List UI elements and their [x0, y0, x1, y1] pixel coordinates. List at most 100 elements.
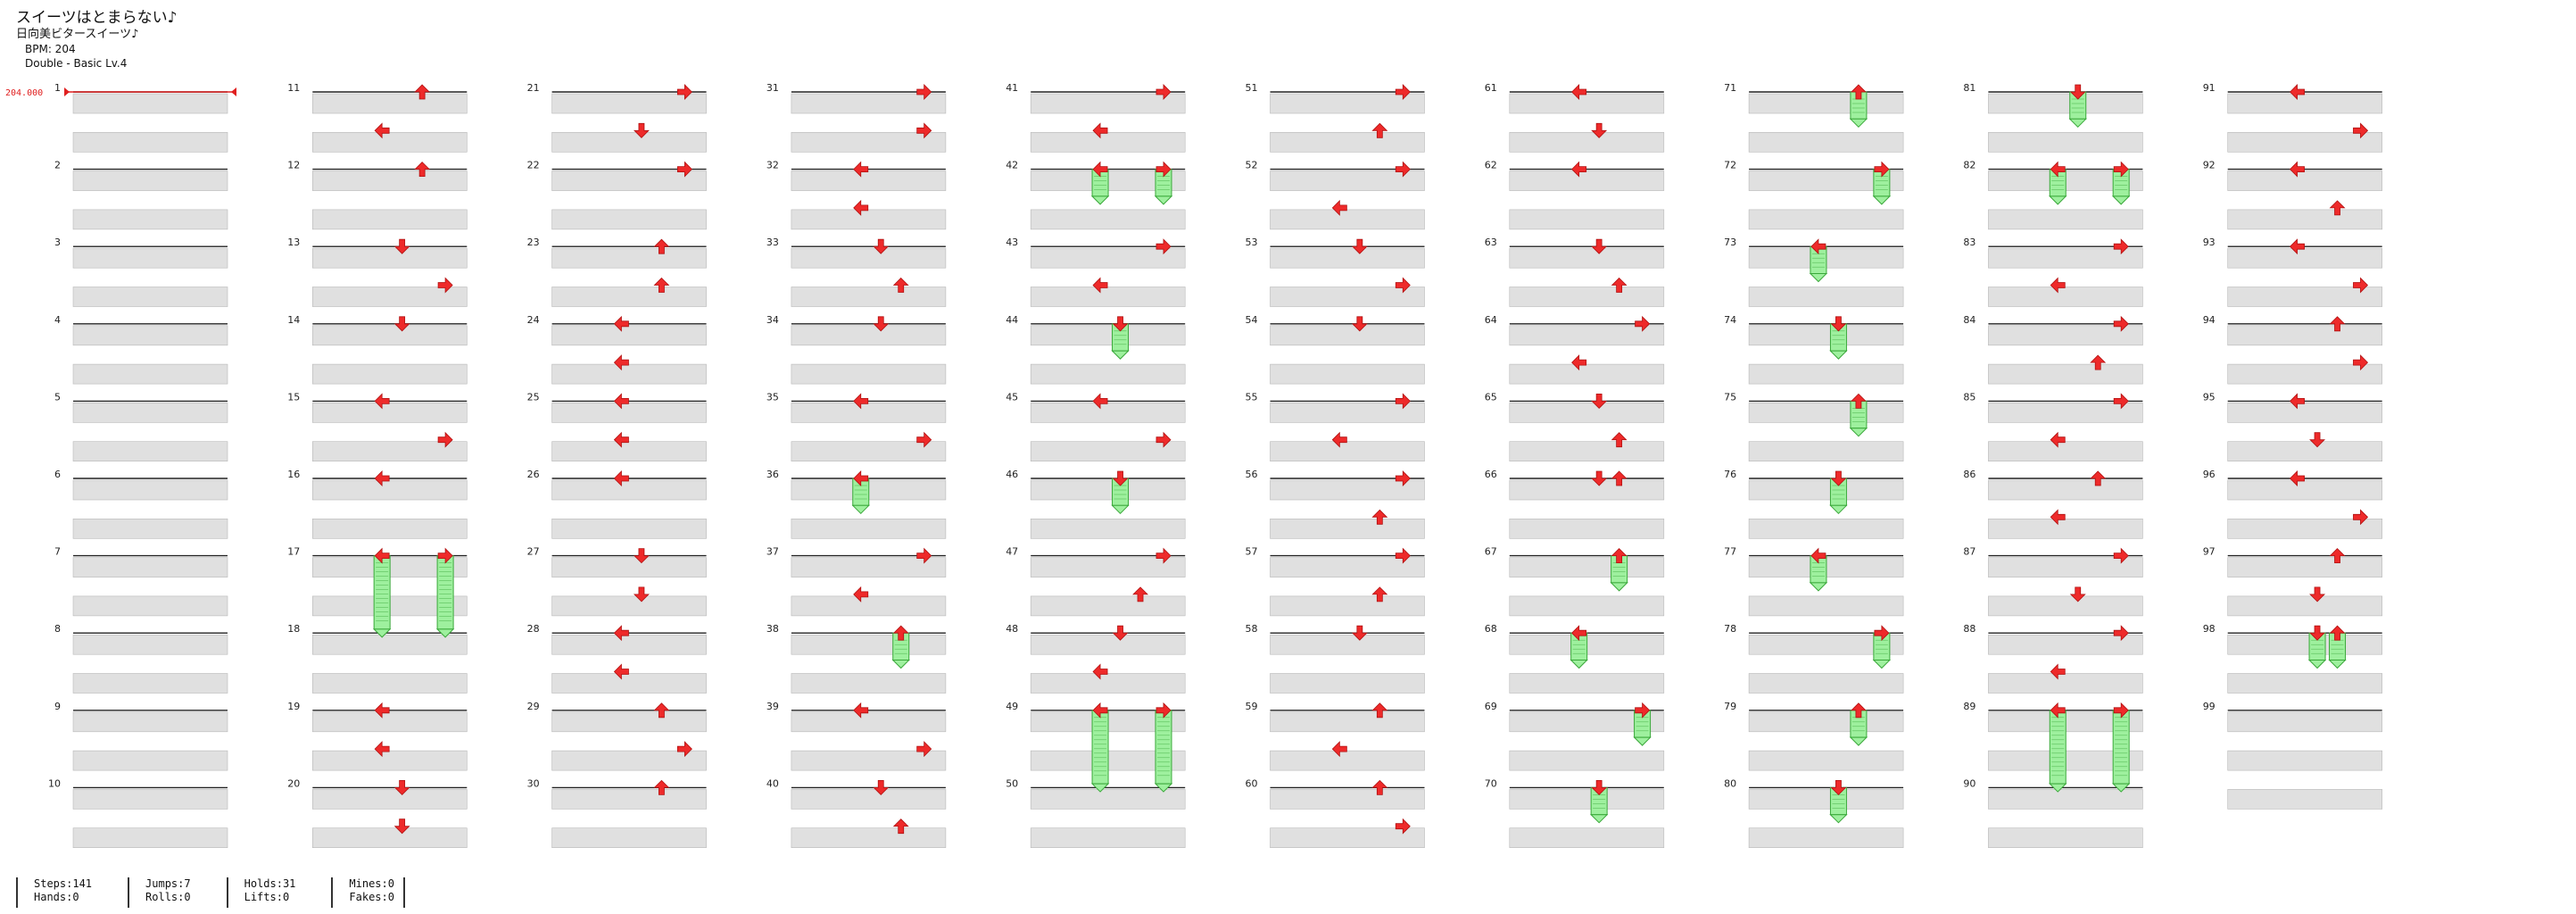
beat-band — [791, 441, 947, 462]
beat-band — [1509, 247, 1665, 269]
beat-band — [551, 325, 707, 346]
measure-number: 70 — [1485, 777, 1497, 789]
beat-band — [72, 827, 228, 849]
measure-number: 2 — [54, 160, 61, 171]
beat-band — [1509, 673, 1665, 694]
beat-band — [1988, 479, 2143, 501]
stat-steps: Steps:141 — [34, 877, 93, 890]
measure-40: 40 — [766, 777, 947, 849]
measure-90: 90 — [1963, 777, 2143, 849]
measure-number: 65 — [1485, 391, 1497, 403]
beat-band — [1509, 711, 1665, 733]
hold-tail — [1589, 814, 1609, 824]
measure-number: 31 — [766, 82, 779, 94]
beat-band — [1748, 789, 1904, 810]
hold-body — [2112, 710, 2130, 785]
beat-band — [2227, 441, 2382, 462]
beat-band — [1748, 170, 1904, 191]
beat-band — [551, 750, 707, 771]
measure-93: 93 — [2203, 237, 2382, 307]
measure-12: 12 — [287, 160, 468, 230]
measure-number: 90 — [1963, 777, 1975, 789]
beat-band — [551, 711, 707, 733]
hold-note — [2068, 91, 2087, 129]
measure-54: 54 — [1246, 314, 1425, 385]
measure-83: 83 — [1963, 237, 2143, 307]
measure-8: 8 — [54, 623, 228, 694]
measure-number: 55 — [1246, 391, 1258, 403]
measure-21: 21 — [527, 82, 707, 153]
beat-band — [1748, 363, 1904, 385]
measure-number: 18 — [287, 623, 300, 635]
measure-number: 25 — [527, 391, 540, 403]
beat-band — [72, 557, 228, 577]
hold-note — [1872, 169, 1892, 205]
measure-number: 12 — [287, 160, 300, 171]
beat-band — [72, 363, 228, 385]
beat-band — [791, 518, 947, 539]
beat-band — [311, 789, 468, 810]
beat-band — [72, 750, 228, 771]
beat-band — [1030, 209, 1186, 230]
measure-number: 30 — [527, 777, 540, 789]
stat-group-mines: Mines:0 Fakes:0 — [331, 877, 405, 908]
beat-band — [1988, 441, 2143, 462]
hold-note — [372, 555, 392, 638]
measure-32: 32 — [766, 160, 947, 230]
measure-38: 38 — [766, 623, 947, 694]
measure-72: 72 — [1724, 160, 1904, 230]
hold-tail — [2307, 660, 2327, 669]
beat-band — [1030, 595, 1186, 617]
beat-band — [1988, 789, 2143, 810]
beat-band — [1509, 789, 1665, 810]
beat-band — [1030, 789, 1186, 810]
measure-number: 33 — [766, 237, 779, 248]
beat-band — [2227, 287, 2382, 307]
beat-band — [1988, 557, 2143, 577]
measure-number: 26 — [527, 469, 540, 480]
measure-number: 73 — [1724, 237, 1736, 248]
beat-band — [1748, 634, 1904, 655]
beat-band — [551, 673, 707, 694]
hold-note — [1809, 555, 1828, 592]
beat-band — [72, 673, 228, 694]
beat-band — [1748, 441, 1904, 462]
hold-note — [435, 555, 455, 638]
beat-band — [72, 711, 228, 733]
measure-number: 8 — [54, 623, 61, 635]
beat-band — [2227, 170, 2382, 191]
beat-band — [1748, 711, 1904, 733]
beat-band — [2227, 247, 2382, 269]
hold-tail — [1570, 660, 1588, 669]
measure-number: 39 — [766, 701, 779, 712]
measure-number: 96 — [2203, 469, 2216, 480]
measure-number: 41 — [1006, 82, 1018, 94]
measure-24: 24 — [527, 314, 707, 385]
beat-band — [1748, 595, 1904, 617]
beat-band — [72, 247, 228, 269]
beat-band — [791, 595, 947, 617]
measure-80: 80 — [1724, 777, 1904, 849]
measure-75: 75 — [1724, 391, 1904, 462]
beat-band — [791, 403, 947, 423]
measure-26: 26 — [527, 469, 707, 539]
measure-47: 47 — [1006, 546, 1186, 617]
measure-33: 33 — [766, 237, 947, 307]
measure-number: 98 — [2203, 623, 2216, 635]
beat-band — [551, 518, 707, 539]
beat-band — [551, 247, 707, 269]
measure-number: 68 — [1485, 623, 1497, 635]
hold-tail — [1849, 736, 1868, 746]
measure-25: 25 — [527, 391, 707, 462]
beat-band — [2227, 363, 2382, 385]
measure-number: 83 — [1963, 237, 1975, 248]
measure-number: 63 — [1485, 237, 1497, 248]
measure-41: 41 — [1006, 82, 1186, 153]
measure-number: 36 — [766, 469, 779, 480]
measure-number: 32 — [766, 160, 779, 171]
beat-band — [551, 827, 707, 849]
stat-mines: Mines:0 — [349, 877, 394, 890]
measure-15: 15 — [287, 391, 468, 462]
beat-band — [1748, 132, 1904, 153]
hold-note — [2307, 632, 2327, 669]
